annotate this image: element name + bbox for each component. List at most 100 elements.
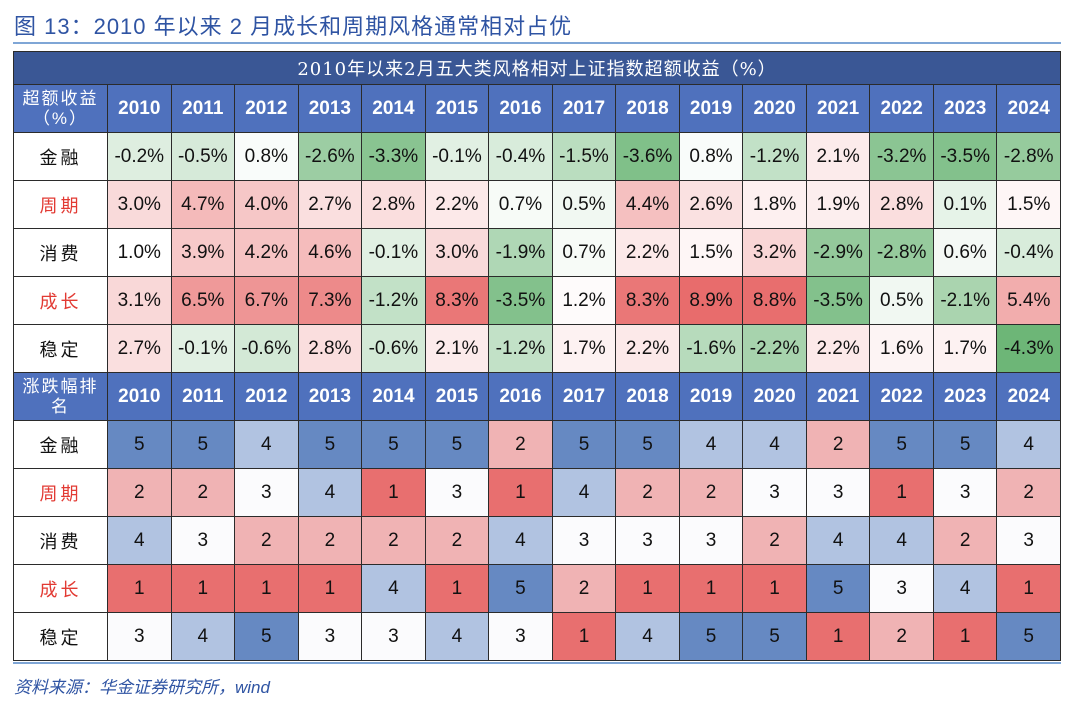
rank-cell: 5 [488, 564, 553, 613]
excess-cell: -0.5% [170, 132, 236, 181]
excess-row: 周期 3.0% 4.7% 4.0% 2.7% 2.8% 2.2% 0.7% 0.5% 4.4% 2.… [13, 180, 1061, 229]
excess-cell: 1.2% [551, 276, 617, 325]
rank-cell: 1 [424, 564, 490, 613]
rank-cell: 1 [234, 564, 299, 613]
rank-cell: 1 [996, 564, 1061, 613]
excess-cell: -1.5% [551, 132, 617, 181]
excess-cell: 1.6% [869, 324, 934, 373]
style-label: 成长 [13, 564, 108, 613]
excess-cell: 0.7% [551, 228, 617, 277]
excess-cell: 3.1% [107, 276, 172, 325]
rank-cell: 2 [742, 516, 807, 565]
excess-cell: 2.2% [615, 228, 680, 277]
rank-cell: 5 [742, 612, 807, 661]
rank-cell: 3 [234, 468, 299, 517]
year-header-2011: 2011 [170, 84, 236, 133]
rank-cell: 2 [932, 516, 998, 565]
rank-cell: 3 [488, 612, 553, 661]
rank-row: 消费 4 3 2 2 2 2 4 3 3 3 2 4 4 2 3 [13, 516, 1061, 565]
rank-cell: 3 [297, 612, 363, 661]
excess-cell: 2.7% [297, 180, 363, 229]
excess-cell: 0.1% [932, 180, 998, 229]
rank-cell: 4 [297, 468, 363, 517]
excess-cell: -0.1% [424, 132, 490, 181]
style-label: 稳定 [13, 612, 108, 661]
rank-cell: 3 [805, 468, 871, 517]
rank-cell: 5 [170, 420, 236, 469]
year-header-2019: 2019 [678, 84, 744, 133]
excess-cell: 1.0% [107, 228, 172, 277]
excess-cell: 1.8% [742, 180, 807, 229]
rank-cell: 4 [805, 516, 871, 565]
rank-cell: 2 [488, 420, 553, 469]
rank-cell: 2 [234, 516, 299, 565]
rank-row: 周期 2 2 3 4 1 3 1 4 2 2 3 3 1 3 2 [13, 468, 1061, 517]
excess-cell: 3.0% [424, 228, 490, 277]
excess-cell: -0.6% [361, 324, 426, 373]
year-header-2021: 2021 [805, 84, 871, 133]
year-header-2020: 2020 [742, 84, 807, 133]
rank-cell: 2 [361, 516, 426, 565]
year-header-2017: 2017 [551, 84, 617, 133]
style-label: 金融 [13, 420, 108, 469]
excess-cell: -3.3% [361, 132, 426, 181]
excess-cell: 2.6% [678, 180, 744, 229]
excess-cell: 1.9% [805, 180, 871, 229]
year-header-2013: 2013 [297, 372, 363, 421]
style-excess-return-table: 2010年以来2月五大类风格相对上证指数超额收益（%） 超额收益（%） 2010 2… [13, 51, 1061, 661]
year-header-2018: 2018 [615, 84, 680, 133]
year-header-2015: 2015 [424, 372, 490, 421]
rank-cell: 3 [678, 516, 744, 565]
excess-cell: 7.3% [297, 276, 363, 325]
excess-cell: 3.9% [170, 228, 236, 277]
excess-cell: 4.6% [297, 228, 363, 277]
rank-cell: 1 [805, 612, 871, 661]
year-header-2023: 2023 [932, 84, 998, 133]
rank-cell: 3 [996, 516, 1061, 565]
year-header-2024: 2024 [996, 84, 1061, 133]
excess-cell: 3.0% [107, 180, 172, 229]
rank-cell: 4 [551, 468, 617, 517]
excess-cell: -0.4% [996, 228, 1061, 277]
rank-cell: 4 [424, 612, 490, 661]
rank-cell: 1 [297, 564, 363, 613]
rank-cell: 3 [170, 516, 236, 565]
excess-cell: -0.6% [234, 324, 299, 373]
excess-cell: -0.4% [488, 132, 553, 181]
excess-cell: 4.2% [234, 228, 299, 277]
footer-divider [13, 662, 1061, 664]
excess-row: 成长 3.1% 6.5% 6.7% 7.3% -1.2% 8.3% -3.5% 1.2% 8.3%… [13, 276, 1061, 325]
excess-cell: -2.9% [805, 228, 871, 277]
rank-cell: 5 [297, 420, 363, 469]
excess-cell: -1.2% [488, 324, 553, 373]
excess-cell: 2.1% [424, 324, 490, 373]
year-header-2021: 2021 [805, 372, 871, 421]
year-header-2017: 2017 [551, 372, 617, 421]
year-header-2012: 2012 [234, 372, 299, 421]
excess-cell: 3.2% [742, 228, 807, 277]
row-header-label: 涨跌幅排名 [13, 372, 108, 421]
rank-cell: 5 [361, 420, 426, 469]
excess-cell: 2.2% [805, 324, 871, 373]
rank-cell: 1 [551, 612, 617, 661]
style-label: 成长 [13, 276, 108, 325]
rank-cell: 4 [615, 612, 680, 661]
rank-cell: 3 [869, 564, 934, 613]
excess-cell: -0.1% [361, 228, 426, 277]
rank-cell: 4 [488, 516, 553, 565]
excess-cell: 1.7% [551, 324, 617, 373]
excess-cell: 8.8% [742, 276, 807, 325]
excess-cell: -1.2% [361, 276, 426, 325]
table-caption-row: 2010年以来2月五大类风格相对上证指数超额收益（%） [13, 51, 1061, 85]
rank-cell: 2 [297, 516, 363, 565]
excess-cell: 8.3% [424, 276, 490, 325]
year-header-2023: 2023 [932, 372, 998, 421]
rank-cell: 5 [996, 612, 1061, 661]
rank-cell: 5 [107, 420, 172, 469]
rank-cell: 4 [170, 612, 236, 661]
rank-cell: 5 [932, 420, 998, 469]
excess-row: 消费 1.0% 3.9% 4.2% 4.6% -0.1% 3.0% -1.9% 0.7% 2.2%… [13, 228, 1061, 277]
excess-cell: 8.3% [615, 276, 680, 325]
rank-cell: 3 [932, 468, 998, 517]
style-label: 周期 [13, 180, 108, 229]
